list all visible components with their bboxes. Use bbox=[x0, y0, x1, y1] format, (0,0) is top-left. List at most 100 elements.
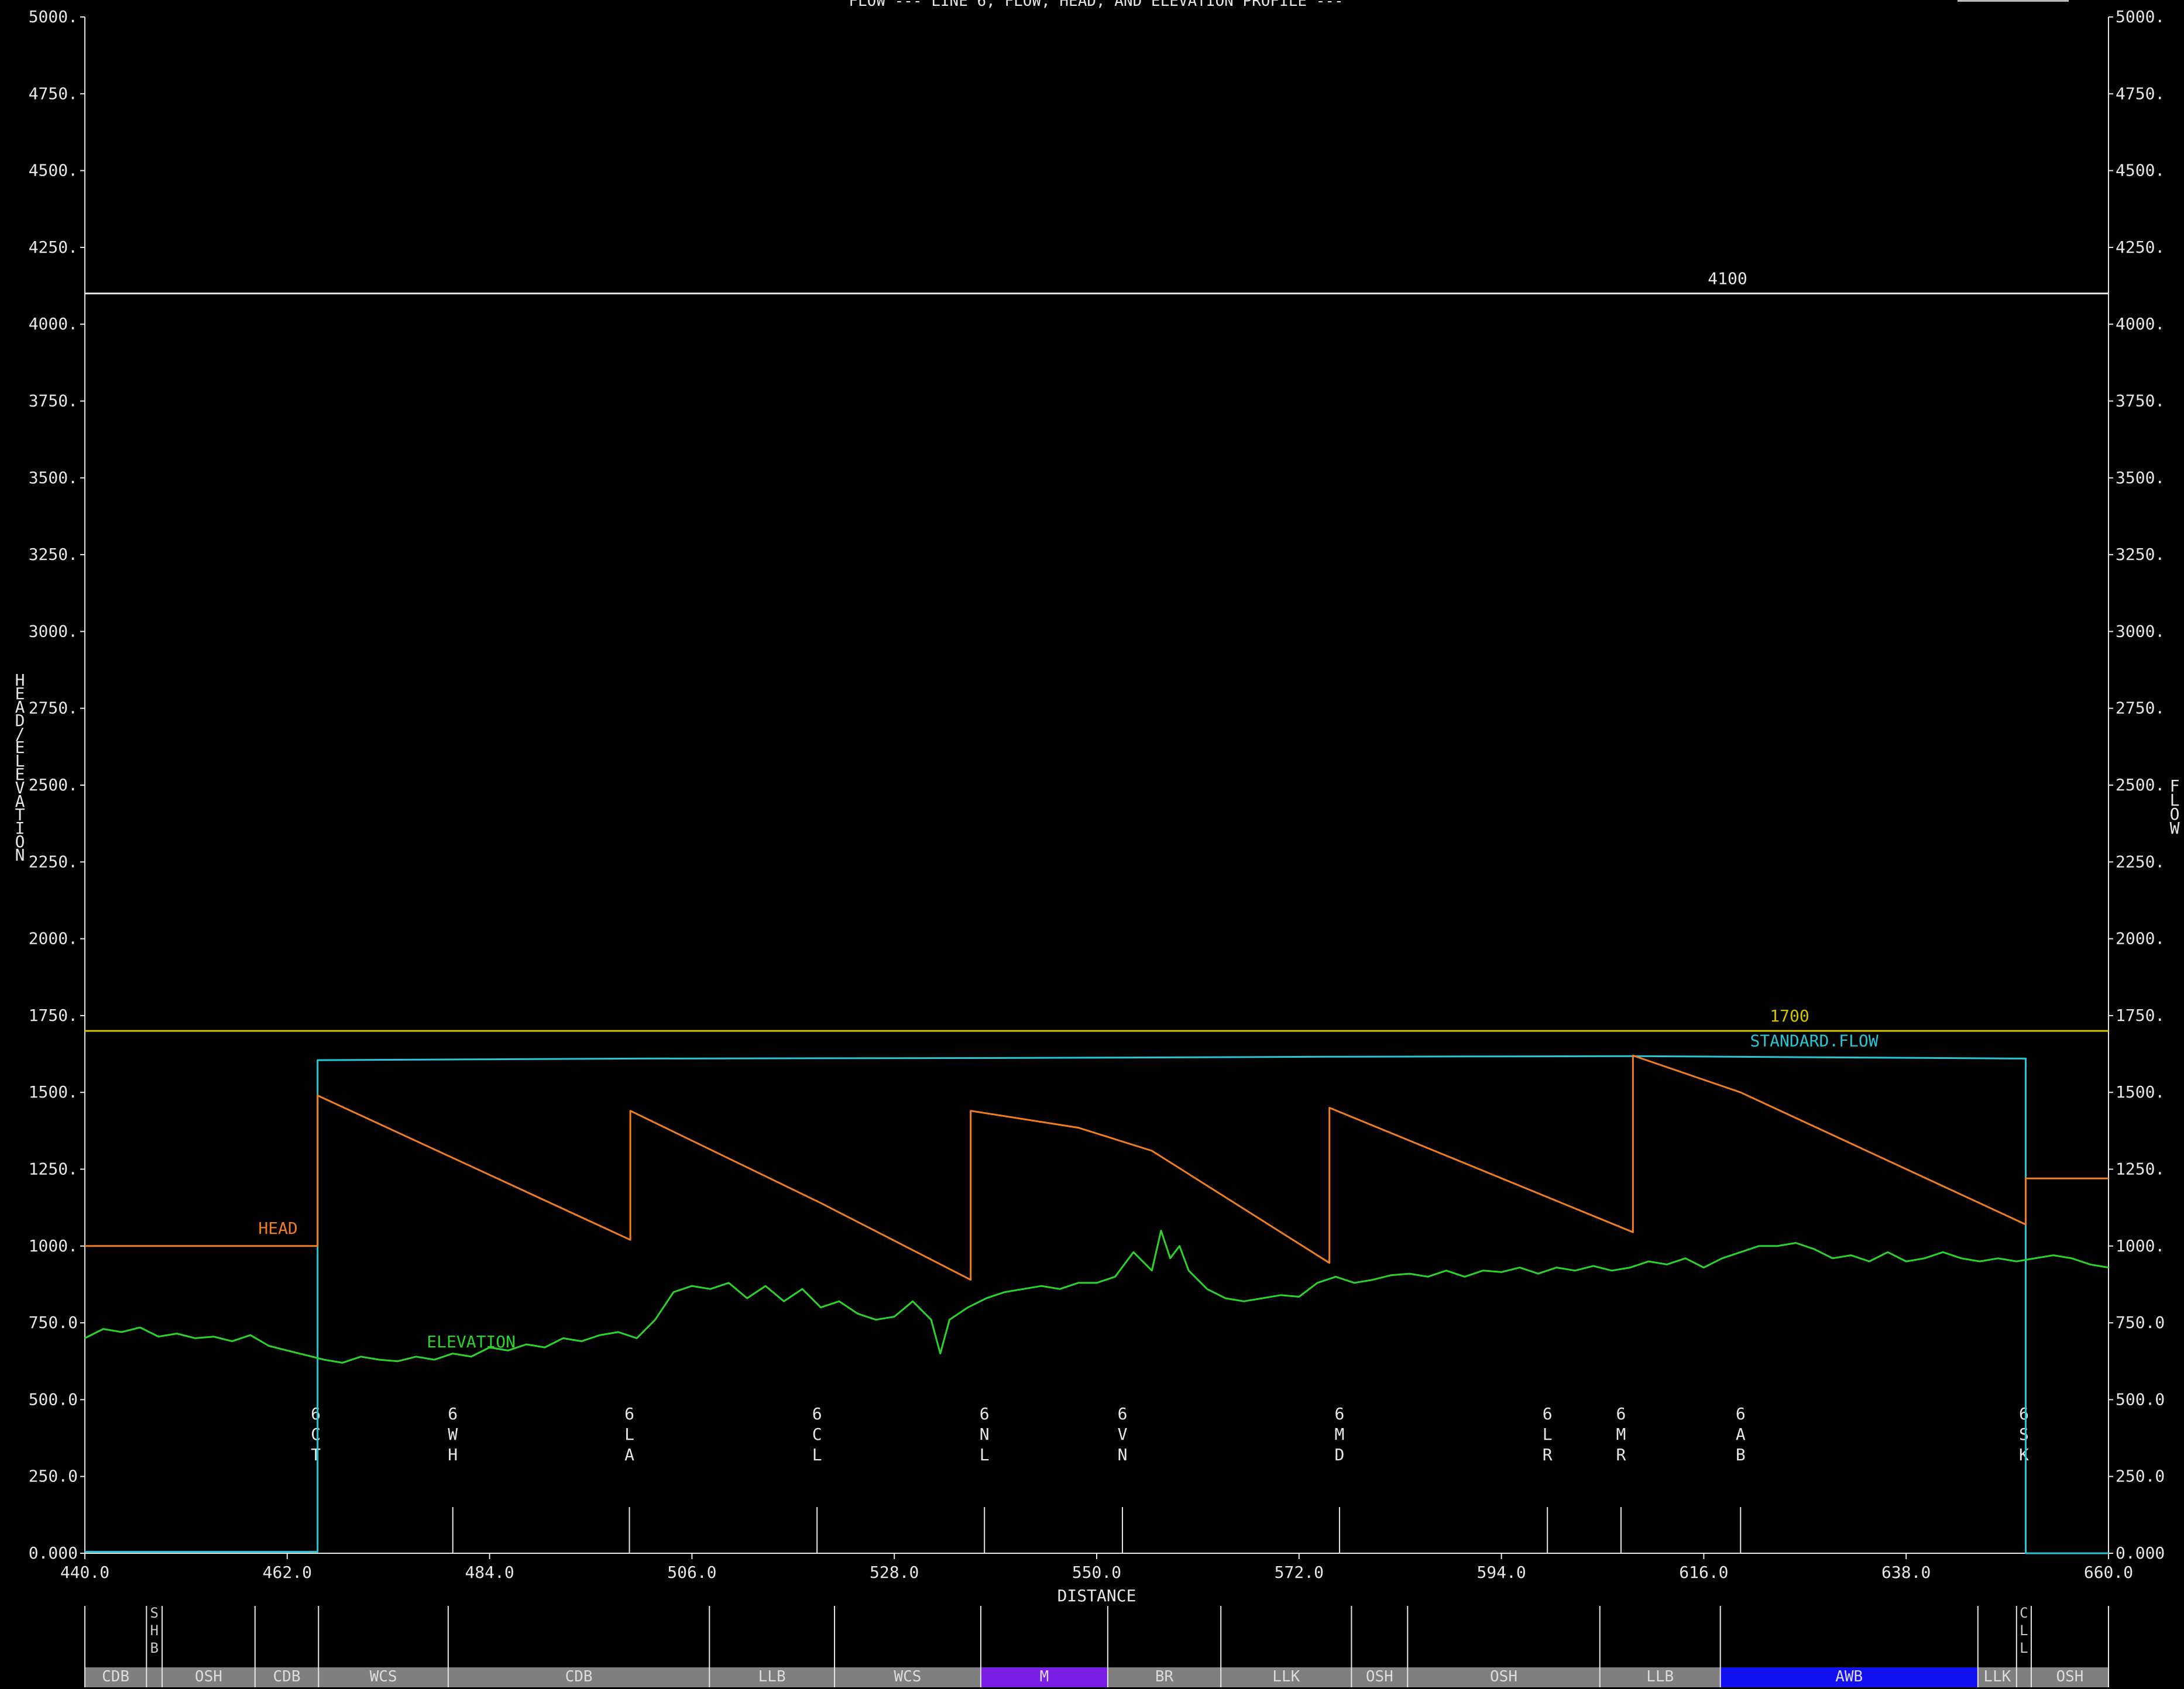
segment-fill-cdb bbox=[255, 1667, 319, 1687]
y-tick-label-left: 2250. bbox=[29, 852, 78, 871]
segment-fill-osh bbox=[2031, 1667, 2109, 1687]
station-label-6VN: 6 bbox=[1118, 1404, 1128, 1423]
station-label-6NL: N bbox=[980, 1425, 990, 1444]
segment-label-shb: B bbox=[150, 1640, 158, 1656]
left-axis-title-char: D bbox=[15, 711, 25, 730]
series-elevation bbox=[84, 1230, 2109, 1364]
station-label-6VN: N bbox=[1118, 1445, 1128, 1464]
y-tick-label-right: 1500. bbox=[2116, 1082, 2165, 1102]
right-axis-title-char: F bbox=[2170, 776, 2180, 796]
x-axis-title: DISTANCE bbox=[1057, 1586, 1136, 1605]
y-tick-label-left: 3500. bbox=[29, 468, 78, 487]
segment-label-cdb: CDB bbox=[565, 1668, 593, 1685]
station-label-6LA: 6 bbox=[624, 1404, 634, 1423]
segment-label-br: BR bbox=[1155, 1668, 1174, 1685]
station-label-6AB: A bbox=[1736, 1425, 1746, 1444]
segment-fill-llb bbox=[1599, 1667, 1721, 1687]
x-tick-label: 572.0 bbox=[1275, 1563, 1324, 1582]
y-tick-label-right: 1250. bbox=[2116, 1160, 2165, 1179]
y-tick-label-right: 250.0 bbox=[2116, 1467, 2165, 1486]
station-label-6VN: V bbox=[1118, 1425, 1128, 1444]
left-axis-title-char: H bbox=[15, 670, 25, 690]
station-label-6AB: 6 bbox=[1736, 1404, 1746, 1423]
y-tick-label-right: 2000. bbox=[2116, 929, 2165, 948]
y-tick-label-right: 3500. bbox=[2116, 468, 2165, 487]
y-tick-label-right: 4500. bbox=[2116, 161, 2165, 180]
x-tick-label: 550.0 bbox=[1072, 1563, 1121, 1582]
x-tick-label: 660.0 bbox=[2084, 1563, 2133, 1582]
y-tick-label-right: 3750. bbox=[2116, 391, 2165, 411]
segment-label-cll: C bbox=[2020, 1605, 2028, 1621]
y-tick-label-right: 2500. bbox=[2116, 775, 2165, 794]
left-axis-title-char: O bbox=[15, 832, 25, 851]
segment-label-cdb: CDB bbox=[102, 1668, 129, 1685]
y-tick-label-right: 2750. bbox=[2116, 699, 2165, 718]
station-label-6CT: C bbox=[311, 1425, 321, 1444]
left-axis-title-char: E bbox=[15, 738, 25, 757]
station-label-6NL: 6 bbox=[980, 1404, 990, 1423]
segment-fill-osh bbox=[1351, 1667, 1408, 1687]
y-tick-label-left: 1250. bbox=[29, 1160, 78, 1179]
station-label-6SK: K bbox=[2019, 1445, 2029, 1464]
left-axis-title-char: V bbox=[15, 778, 25, 797]
station-label-6LR: 6 bbox=[1543, 1404, 1553, 1423]
y-tick-label-right: 4250. bbox=[2116, 238, 2165, 257]
segment-label-osh: OSH bbox=[195, 1668, 222, 1685]
y-tick-label-right: 4000. bbox=[2116, 314, 2165, 333]
segment-label-cll: L bbox=[2020, 1640, 2028, 1656]
series-label-head: HEAD bbox=[258, 1219, 297, 1238]
y-tick-label-left: 3250. bbox=[29, 545, 78, 564]
y-tick-label-left: 4500. bbox=[29, 161, 78, 180]
right-axis-title-char: L bbox=[2170, 790, 2180, 810]
station-label-6CL: C bbox=[812, 1425, 822, 1444]
segment-label-llb: LLB bbox=[1646, 1668, 1674, 1685]
segment-label-wcs: WCS bbox=[370, 1668, 397, 1685]
station-label-6MR: R bbox=[1616, 1445, 1626, 1464]
right-axis-title-char: O bbox=[2170, 804, 2180, 824]
station-label-6MD: M bbox=[1335, 1425, 1345, 1444]
segment-label-osh: OSH bbox=[1366, 1668, 1393, 1685]
series-label-elevation: ELEVATION bbox=[427, 1332, 516, 1351]
station-label-6MR: 6 bbox=[1616, 1404, 1626, 1423]
y-tick-label-right: 4750. bbox=[2116, 84, 2165, 103]
y-tick-label-right: 2250. bbox=[2116, 852, 2165, 871]
segment-label-cdb: CDB bbox=[273, 1668, 301, 1685]
left-axis-title-char: E bbox=[15, 684, 25, 703]
x-tick-label: 506.0 bbox=[667, 1563, 716, 1582]
segment-fill-llb bbox=[709, 1667, 835, 1687]
segment-fill-shb bbox=[146, 1667, 163, 1687]
station-label-6LA: L bbox=[624, 1425, 634, 1444]
segment-label-llk: LLK bbox=[1272, 1668, 1300, 1685]
y-tick-label-left: 1750. bbox=[29, 1006, 78, 1025]
y-tick-label-left: 4250. bbox=[29, 238, 78, 257]
segment-label-awb: AWB bbox=[1835, 1668, 1863, 1685]
y-tick-label-left: 500.0 bbox=[29, 1389, 78, 1409]
top-right-indicator bbox=[1958, 0, 2069, 2]
y-tick-label-left: 5000. bbox=[29, 7, 78, 26]
reference-lines: 4100 1700 bbox=[85, 269, 2109, 1032]
left-axis-title-char: T bbox=[15, 805, 25, 824]
station-label-6NL: L bbox=[980, 1445, 990, 1464]
station-label-6CT: T bbox=[311, 1445, 321, 1464]
segment-fill-wcs bbox=[835, 1667, 981, 1687]
y-tick-label-left: 4000. bbox=[29, 314, 78, 333]
y-tick-label-right: 500.0 bbox=[2116, 1389, 2165, 1409]
y-tick-label-left: 2500. bbox=[29, 775, 78, 794]
series-labels: HEAD ELEVATION STANDARD.FLOW bbox=[258, 1031, 1878, 1351]
station-label-6WH: W bbox=[448, 1425, 458, 1444]
series-head bbox=[85, 1054, 2109, 1281]
segment-fill-llk bbox=[1221, 1667, 1352, 1687]
data-series bbox=[84, 1054, 2109, 1554]
y-tick-label-right: 1750. bbox=[2116, 1006, 2165, 1025]
y-tick-label-left: 0.000 bbox=[29, 1543, 78, 1563]
segment-fill-m bbox=[980, 1667, 1108, 1687]
y-tick-label-left: 2750. bbox=[29, 699, 78, 718]
station-label-6LR: R bbox=[1543, 1445, 1553, 1464]
segment-label-shb: S bbox=[150, 1605, 158, 1621]
y-tick-label-left: 1500. bbox=[29, 1082, 78, 1102]
station-label-6CL: L bbox=[812, 1445, 822, 1464]
x-tick-label: 638.0 bbox=[1881, 1563, 1931, 1582]
segment-fill-cdb bbox=[85, 1667, 147, 1687]
left-axis-title-char: E bbox=[15, 765, 25, 784]
